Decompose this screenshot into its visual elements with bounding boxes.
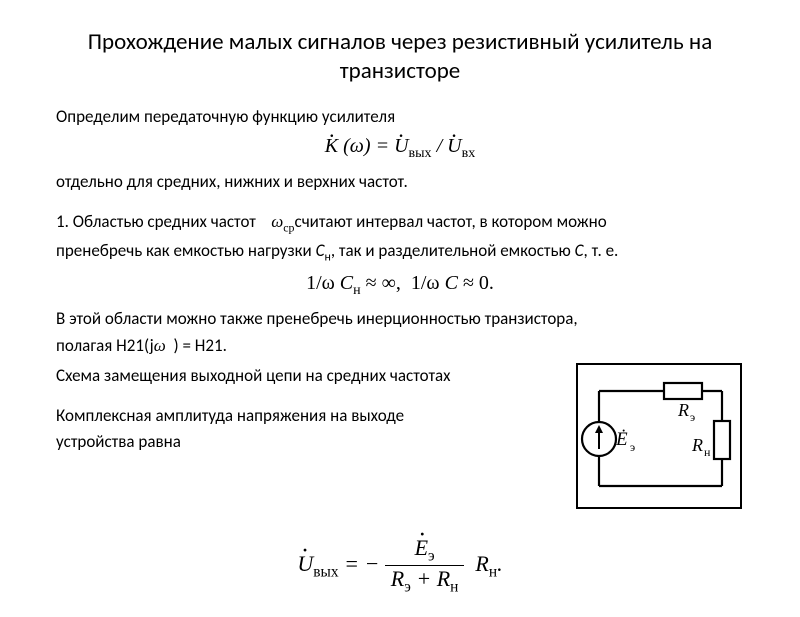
- p3b: считают интервал частот, в котором можно: [295, 211, 607, 232]
- f3-left: Uвых = −: [297, 551, 379, 576]
- svg-text:н: н: [704, 445, 711, 459]
- formula-output: Uвых = − Eэ Rэ + Rн Rн.: [293, 534, 506, 598]
- para-3: 1. Областью средних частот ωсрсчитают ин…: [56, 211, 744, 236]
- f3-right: Rн.: [470, 551, 503, 576]
- p3a: 1. Областью средних частот: [56, 211, 256, 232]
- formula-capacitance: 1/ω Cн ≈ ∞, 1/ω C ≈ 0.: [302, 271, 498, 300]
- para-5: полагая H21(jω ) = H21.: [56, 335, 744, 357]
- para-8: устройства равна: [56, 431, 564, 453]
- para-4: В этой области можно также пренебречь ин…: [56, 308, 744, 330]
- slide-title: Прохождение малых сигналов через резисти…: [56, 28, 744, 86]
- p5b: ) = H21.: [173, 335, 226, 356]
- para-2: отдельно для средних, нижних и верхних ч…: [56, 171, 744, 193]
- p5a: полагая H21(j: [56, 335, 154, 356]
- f3-num: Eэ: [385, 535, 465, 566]
- svg-text:Ė: Ė: [615, 429, 628, 450]
- para-7: Комплексная амплитуда напряжения на выхо…: [56, 405, 564, 427]
- formula-transfer: K (ω) = Uвых / Uвх: [321, 134, 479, 163]
- svg-text:э: э: [630, 440, 635, 454]
- omega-cp-icon: ωср: [271, 212, 294, 231]
- svg-text:R: R: [677, 400, 689, 420]
- para-3c: пренебречь как емкостью нагрузки Cн, так…: [56, 240, 744, 266]
- para-6: Схема замещения выходной цепи на средних…: [56, 365, 564, 387]
- f3-den: Rэ + Rн: [385, 566, 465, 596]
- svg-text:R: R: [691, 435, 703, 455]
- circuit-diagram: R э R н Ė э: [574, 361, 744, 516]
- svg-text:э: э: [690, 410, 695, 424]
- omega-j-icon: ω: [154, 336, 166, 355]
